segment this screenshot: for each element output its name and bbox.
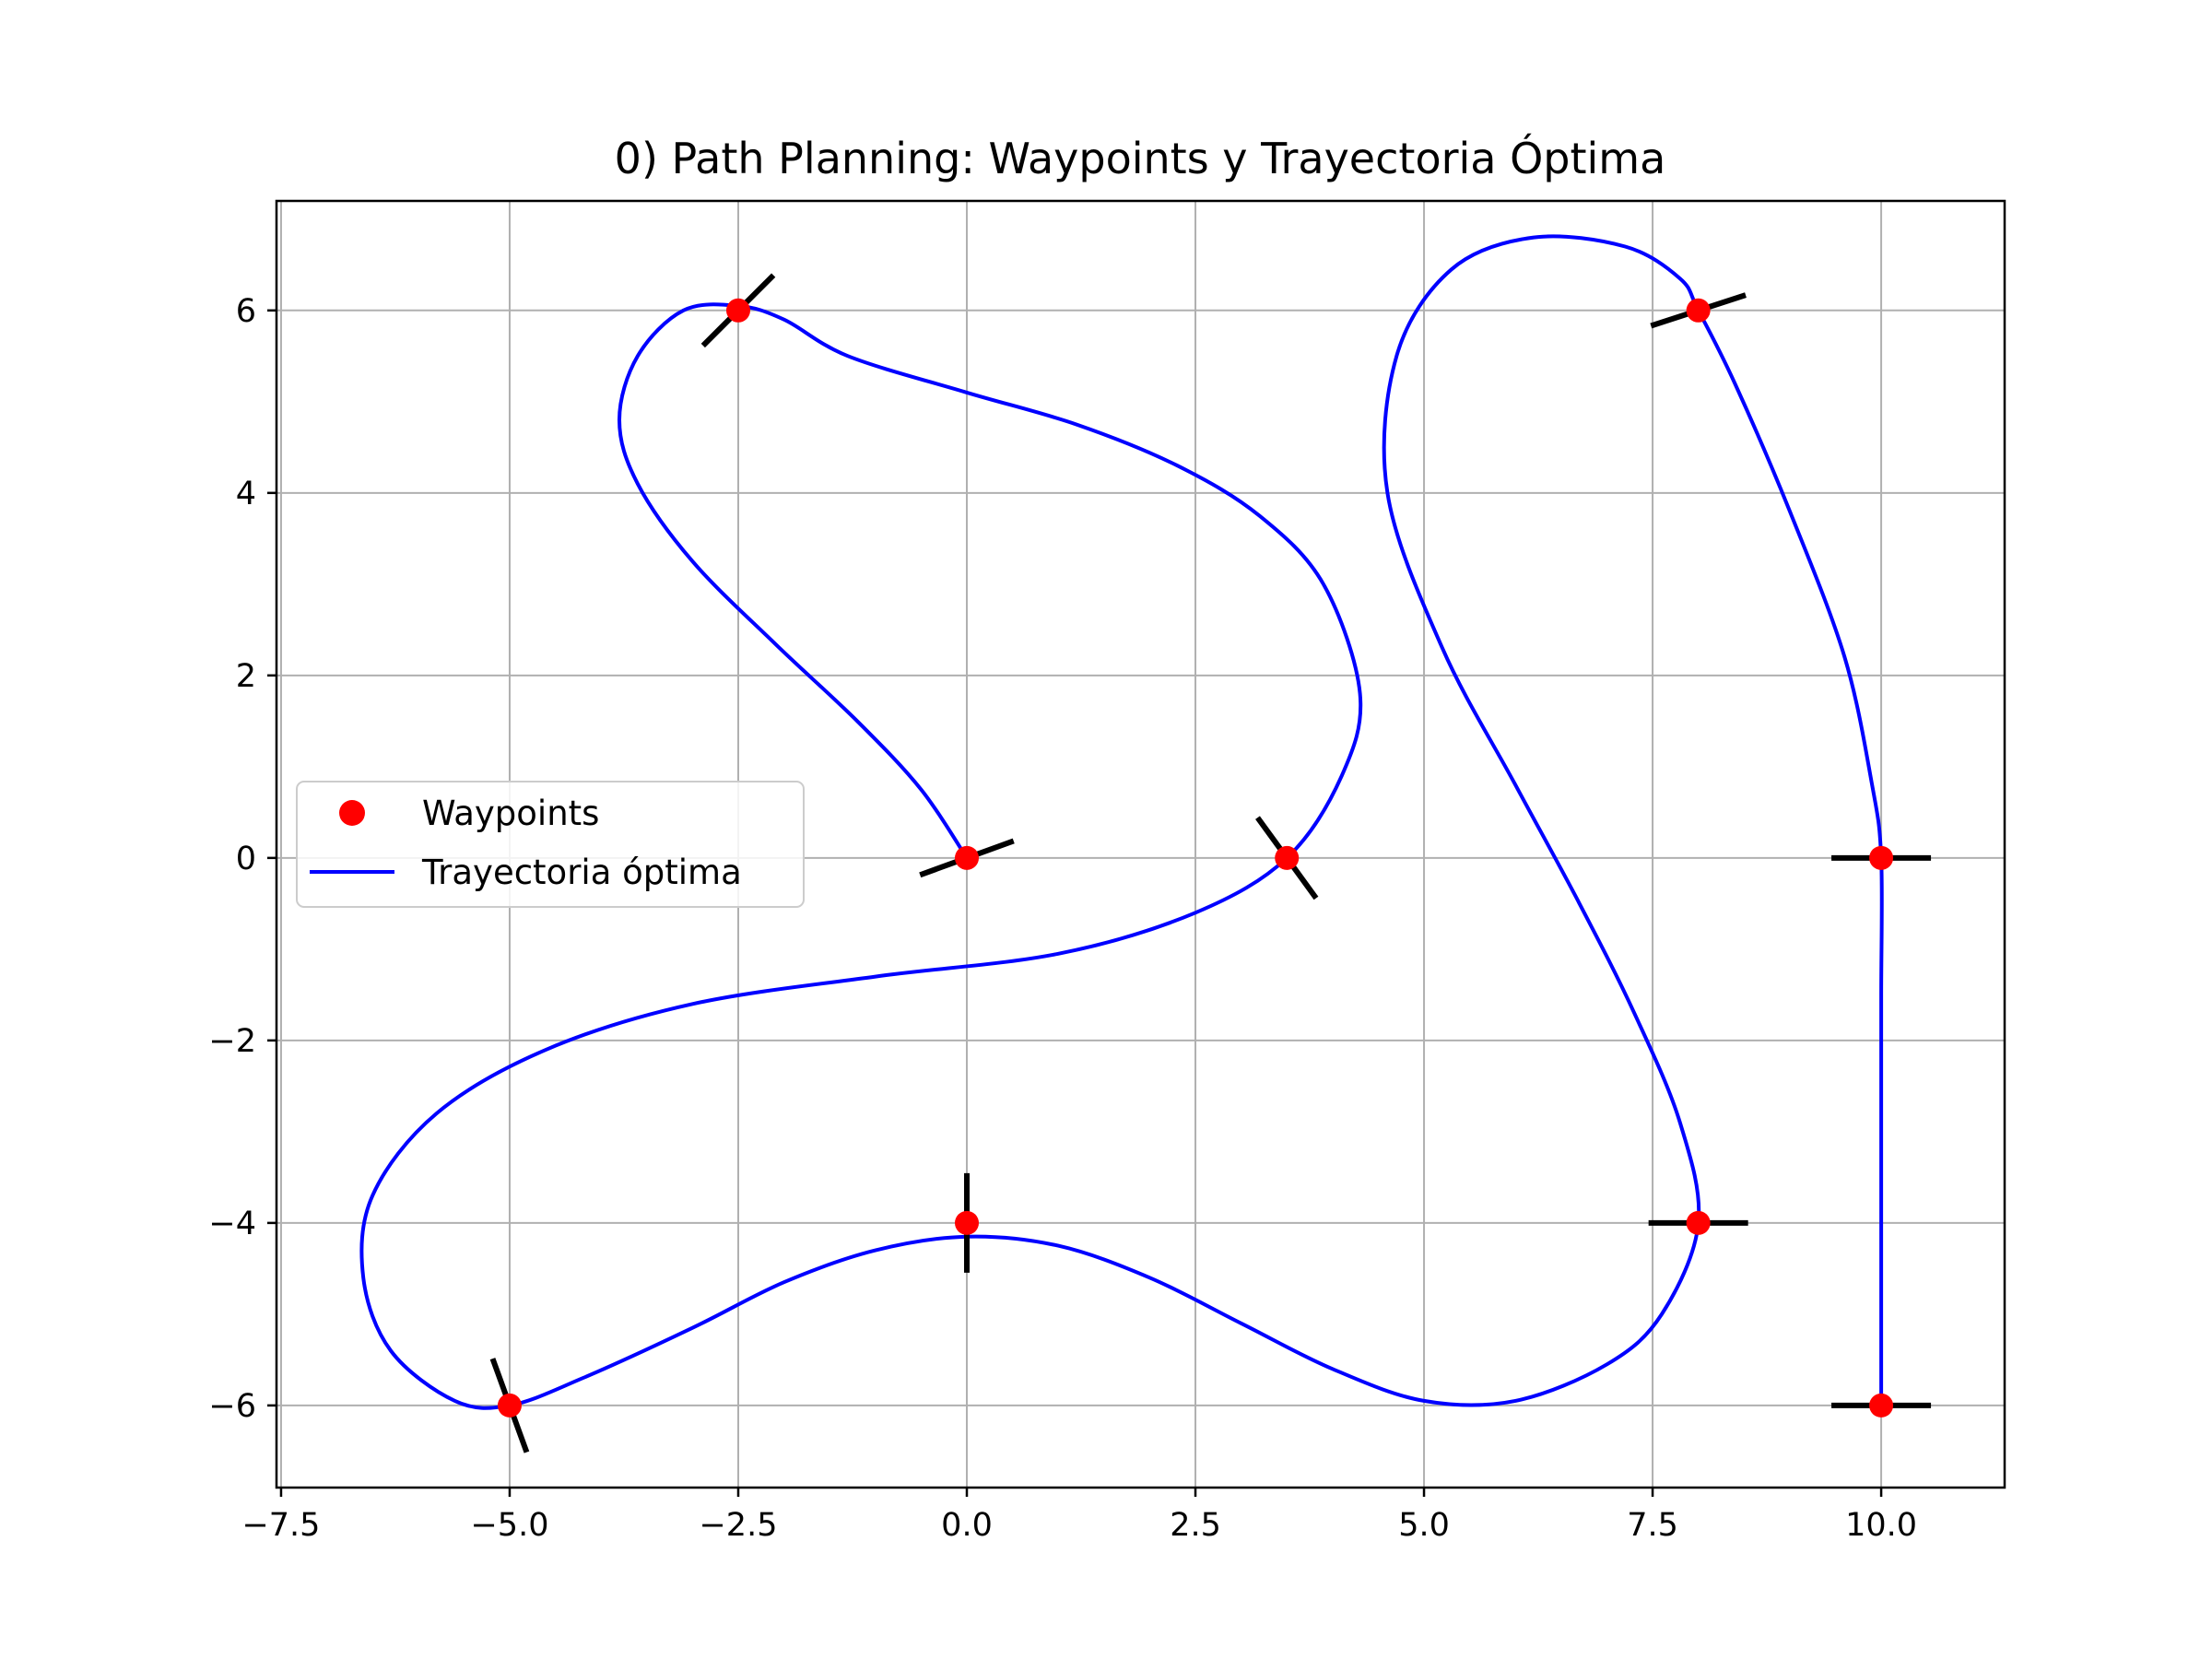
- x-tick-label: 2.5: [1170, 1507, 1221, 1544]
- x-tick-label: 7.5: [1627, 1507, 1678, 1544]
- plot-frame: [275, 199, 2006, 1489]
- legend-box: [296, 781, 805, 908]
- waypoint-marker: [1686, 1210, 1711, 1235]
- y-tick-label: −6: [208, 1388, 256, 1425]
- legend-label-waypoints: Waypoints: [422, 794, 599, 833]
- waypoint-marker: [955, 1210, 980, 1235]
- chart-title: 0) Path Planning: Waypoints y Trayectori…: [615, 134, 1666, 183]
- waypoint-marker: [955, 845, 980, 870]
- legend-waypoint-marker: [339, 800, 365, 826]
- x-tick-label: −7.5: [241, 1507, 320, 1544]
- x-tick-label: −5.0: [470, 1507, 548, 1544]
- waypoint-layer: [497, 298, 1894, 1418]
- y-tick-label: 4: [236, 476, 256, 512]
- y-tick-label: −2: [208, 1023, 256, 1060]
- x-tick-label: −2.5: [699, 1507, 777, 1544]
- y-tick-label: 6: [236, 293, 256, 330]
- waypoint-marker: [497, 1393, 522, 1418]
- waypoint-marker: [1869, 845, 1894, 870]
- trajectory-layer: [359, 234, 1884, 1410]
- legend: Waypoints Trayectoria óptima: [296, 781, 805, 908]
- x-tick-label: 5.0: [1398, 1507, 1450, 1544]
- legend-label-trajectory: Trayectoria óptima: [421, 853, 742, 892]
- waypoint-marker: [725, 298, 750, 323]
- x-tick-label: 10.0: [1845, 1507, 1917, 1544]
- waypoint-marker: [1869, 1393, 1894, 1418]
- ticks: −7.5 −5.0 −2.5 0.0 2.5 5.0 7.5 10.0 −6 −4 −2 0 2 4 6: [208, 293, 1917, 1544]
- trajectory-line: [359, 234, 1884, 1410]
- waypoint-marker: [1275, 845, 1300, 870]
- y-tick-label: −4: [208, 1206, 256, 1242]
- y-tick-label: 0: [236, 841, 256, 877]
- y-tick-label: 2: [236, 658, 256, 695]
- waypoint-marker: [1686, 298, 1711, 323]
- x-tick-label: 0.0: [941, 1507, 993, 1544]
